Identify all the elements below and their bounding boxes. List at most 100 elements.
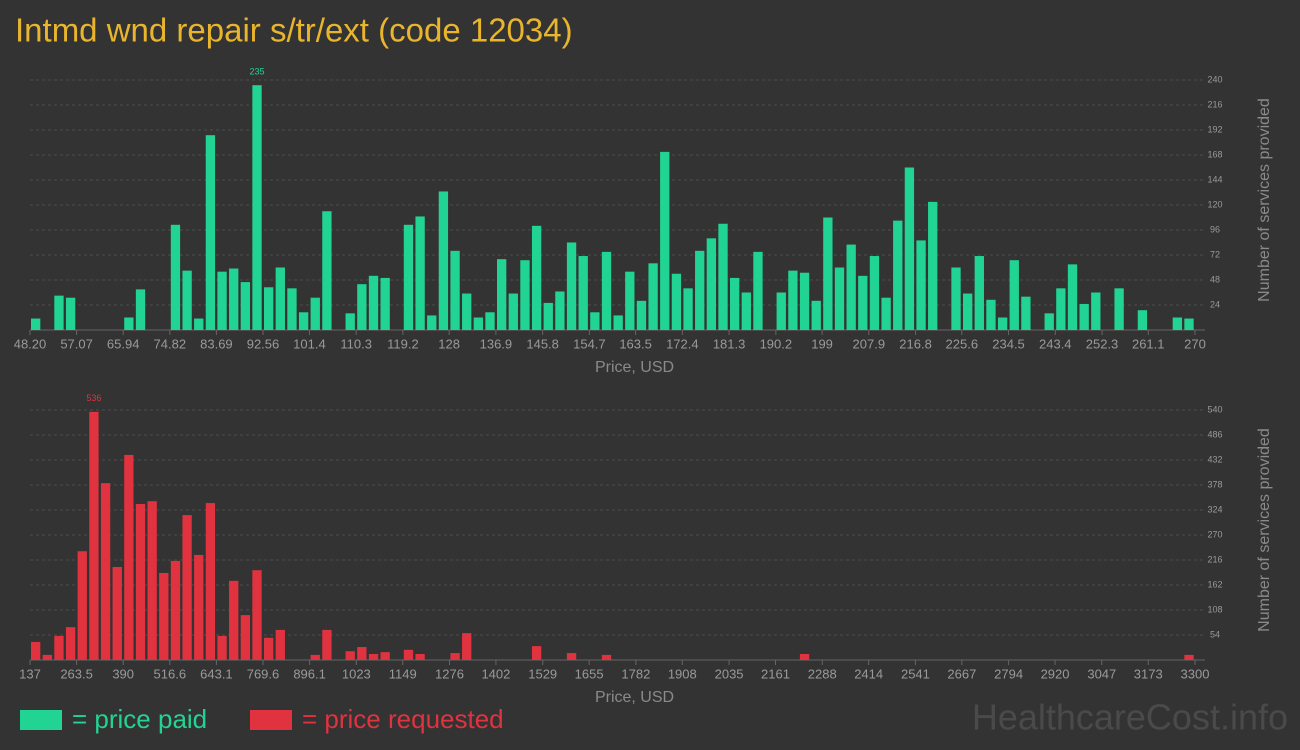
bar-value-label: 536 xyxy=(86,393,101,403)
y-tick-label: 192 xyxy=(1207,124,1222,134)
x-tick-label: 252.3 xyxy=(1086,336,1119,351)
bar xyxy=(625,271,635,330)
bar xyxy=(287,288,297,330)
bar xyxy=(986,299,996,330)
x-tick-label: 1908 xyxy=(668,666,697,681)
y-tick-label: 540 xyxy=(1207,404,1222,414)
legend-swatch xyxy=(250,710,292,730)
x-tick-label: 92.56 xyxy=(247,336,280,351)
x-tick-label: 101.4 xyxy=(293,336,326,351)
bar xyxy=(345,651,355,660)
bar xyxy=(834,267,845,330)
x-tick-label: 145.8 xyxy=(526,336,559,351)
y-tick-label: 24 xyxy=(1210,299,1220,309)
x-tick-label: 1655 xyxy=(575,666,604,681)
x-tick-label: 896.1 xyxy=(293,666,326,681)
bar xyxy=(473,317,484,330)
bar xyxy=(252,570,262,660)
bar xyxy=(823,217,833,330)
bar xyxy=(368,653,379,660)
y-axis-title: Number of services provided xyxy=(1256,428,1273,632)
bar xyxy=(858,275,868,330)
bar xyxy=(182,270,192,330)
bar xyxy=(240,282,251,330)
x-tick-label: 2161 xyxy=(761,666,790,681)
x-tick-label: 163.5 xyxy=(619,336,652,351)
bar xyxy=(788,270,798,330)
bar xyxy=(322,211,332,330)
x-tick-label: 2288 xyxy=(808,666,837,681)
x-tick-label: 83.69 xyxy=(200,336,233,351)
x-tick-label: 1149 xyxy=(389,666,417,681)
bar xyxy=(462,633,472,660)
x-tick-label: 216.8 xyxy=(899,336,932,351)
y-tick-label: 324 xyxy=(1207,504,1222,514)
bar xyxy=(159,572,169,660)
bar xyxy=(997,317,1008,330)
x-tick-label: 48.20 xyxy=(14,336,47,351)
bar xyxy=(613,315,623,330)
bar xyxy=(951,267,961,330)
x-tick-label: 136.9 xyxy=(480,336,513,351)
bar xyxy=(1114,288,1124,330)
bar xyxy=(415,653,425,660)
bar xyxy=(217,271,227,330)
bar xyxy=(881,297,891,330)
bar xyxy=(846,244,856,330)
legend-label: = price paid xyxy=(72,704,207,734)
y-tick-label: 432 xyxy=(1207,454,1222,464)
bar xyxy=(811,300,821,330)
bar xyxy=(89,411,99,660)
y-tick-label: 96 xyxy=(1210,224,1220,234)
x-axis-title: Price, USD xyxy=(595,359,674,376)
x-tick-label: 2541 xyxy=(901,666,930,681)
bar xyxy=(695,250,705,330)
bar xyxy=(671,273,682,330)
legend-label: = price requested xyxy=(302,704,504,734)
bar xyxy=(229,268,239,330)
bar xyxy=(753,251,763,330)
bar xyxy=(601,654,612,660)
bar xyxy=(194,318,204,330)
bar xyxy=(1184,318,1194,330)
bar xyxy=(1091,292,1101,330)
bar xyxy=(182,515,192,660)
bar xyxy=(1079,303,1089,330)
bar xyxy=(1137,310,1148,330)
y-tick-label: 240 xyxy=(1207,74,1222,84)
x-tick-label: 1782 xyxy=(621,666,650,681)
bar xyxy=(578,256,588,330)
watermark: HealthcareCost.info xyxy=(972,697,1288,738)
bar xyxy=(590,312,600,330)
bar xyxy=(531,646,542,660)
bar xyxy=(264,287,274,330)
bar xyxy=(508,293,518,330)
x-tick-label: 263.5 xyxy=(60,666,93,681)
y-tick-label: 144 xyxy=(1207,174,1222,184)
bar xyxy=(298,312,309,330)
bar xyxy=(1009,260,1019,330)
bar xyxy=(124,317,134,330)
bar xyxy=(194,554,204,660)
bar xyxy=(485,312,495,330)
bar xyxy=(240,615,251,660)
y-tick-label: 108 xyxy=(1207,604,1222,614)
x-tick-label: 2667 xyxy=(947,666,976,681)
bar xyxy=(660,151,670,330)
bar xyxy=(776,292,786,330)
x-tick-label: 3173 xyxy=(1134,666,1163,681)
bar xyxy=(462,293,472,330)
bar xyxy=(275,267,285,330)
bar xyxy=(730,277,740,330)
y-tick-label: 216 xyxy=(1207,554,1222,564)
x-tick-label: 390 xyxy=(112,666,134,681)
bar xyxy=(217,635,227,660)
x-tick-label: 1529 xyxy=(528,666,557,681)
bar xyxy=(322,629,332,660)
bar xyxy=(543,302,553,330)
bar xyxy=(124,454,134,660)
bar xyxy=(415,216,425,330)
bar xyxy=(357,284,367,330)
page-title: Intmd wnd repair s/tr/ext (code 12034) xyxy=(15,12,573,49)
